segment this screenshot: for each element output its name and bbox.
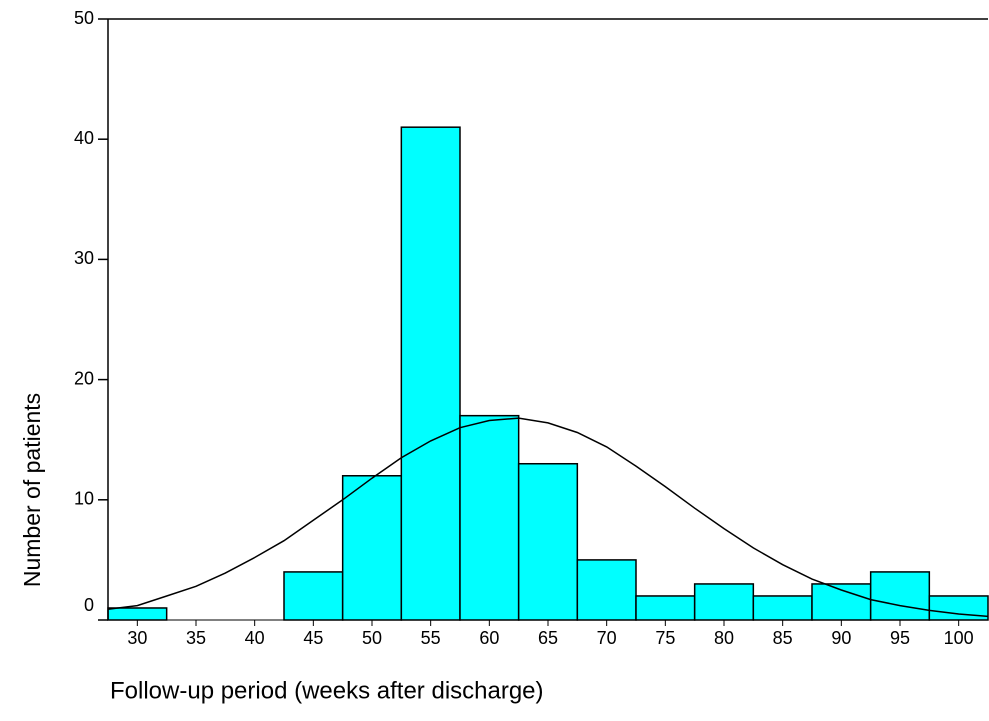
- y-tick-label: 0: [84, 595, 94, 615]
- normal-curve: [107, 417, 989, 618]
- y-tick-label: 50: [74, 8, 94, 28]
- x-tick-label: 100: [944, 628, 974, 648]
- x-tick-label: 70: [597, 628, 617, 648]
- y-axis-label: Number of patients: [19, 393, 45, 587]
- bar: [400, 126, 461, 621]
- y-tick-label: 40: [74, 128, 94, 148]
- bar: [341, 475, 403, 621]
- x-tick-label: 75: [655, 628, 675, 648]
- x-tick-label: 35: [186, 628, 206, 648]
- bar: [459, 414, 520, 621]
- y-tick-label: 10: [74, 489, 94, 509]
- bar: [107, 607, 168, 621]
- bar: [283, 571, 344, 621]
- x-tick-label: 80: [714, 628, 734, 648]
- bar: [869, 571, 931, 621]
- x-tick-label: 40: [245, 628, 265, 648]
- x-tick-label: 50: [362, 628, 382, 648]
- x-tick-label: 90: [831, 628, 851, 648]
- x-tick-label: 65: [538, 628, 558, 648]
- x-tick-label: 95: [890, 628, 910, 648]
- x-tick-label: 45: [303, 628, 323, 648]
- x-tick-label: 85: [773, 628, 793, 648]
- x-tick-label: 60: [479, 628, 499, 648]
- bar: [517, 462, 579, 621]
- bar: [635, 595, 696, 621]
- x-tick-label: 30: [127, 628, 147, 648]
- x-axis-label: Follow-up period (weeks after discharge): [110, 677, 544, 704]
- y-tick-label: 30: [74, 248, 94, 268]
- y-tick-label: 20: [74, 368, 94, 388]
- bar: [576, 559, 637, 621]
- bar: [752, 595, 813, 621]
- bar: [693, 583, 755, 621]
- x-tick-label: 55: [421, 628, 441, 648]
